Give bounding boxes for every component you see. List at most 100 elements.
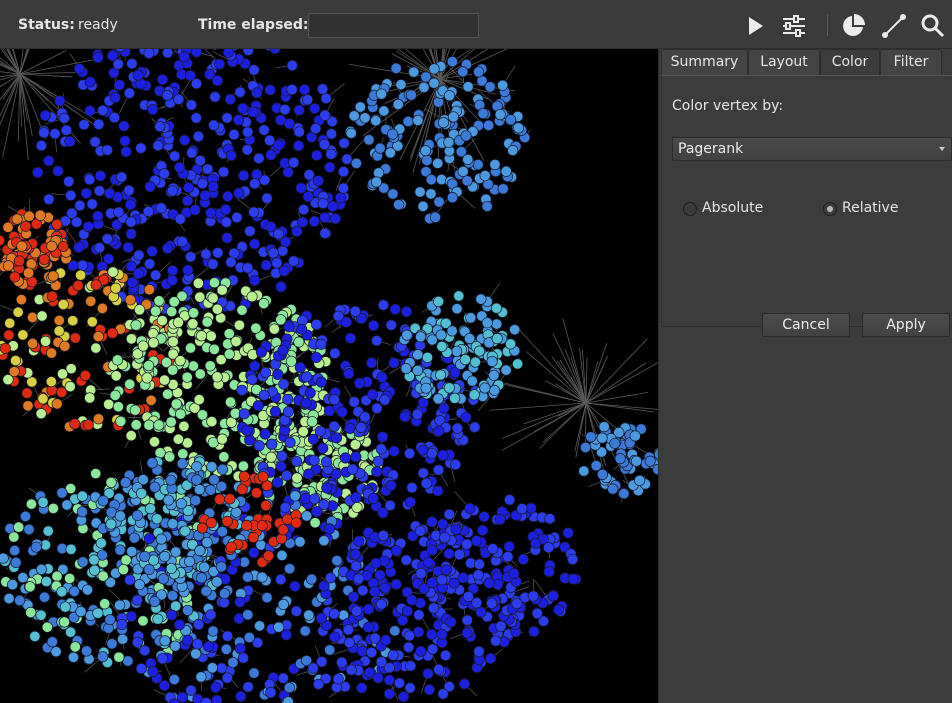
graph-vertex <box>348 396 360 408</box>
graph-vertex <box>194 291 206 303</box>
graph-vertex <box>340 316 352 328</box>
graph-vertex <box>303 609 315 621</box>
graph-vertex <box>213 58 226 70</box>
graph-edge <box>396 50 441 80</box>
play-icon[interactable] <box>741 12 769 40</box>
graph-vertex <box>435 329 447 341</box>
graph-edge <box>19 50 67 75</box>
tab-layout[interactable]: Layout <box>748 49 820 75</box>
graph-vertex <box>125 228 137 240</box>
graph-vertex <box>207 625 219 637</box>
graph-vertex <box>149 596 161 608</box>
graph-vertex <box>210 681 222 693</box>
graph-vertex <box>477 524 489 536</box>
graph-vertex <box>488 369 500 381</box>
tab-filter[interactable]: Filter <box>880 49 942 75</box>
graph-vertex <box>115 171 128 183</box>
graph-vertex <box>263 550 275 562</box>
graph-vertex <box>51 218 63 230</box>
graph-vertex <box>183 182 195 194</box>
network-graph[interactable] <box>0 49 658 703</box>
toolbar-separator <box>827 14 828 36</box>
graph-vertex <box>277 672 289 684</box>
graph-vertex <box>384 499 396 512</box>
graph-canvas[interactable] <box>0 49 658 703</box>
graph-vertex <box>275 314 287 326</box>
pie-chart-icon[interactable] <box>839 12 867 40</box>
graph-vertex <box>201 316 213 328</box>
graph-vertex <box>393 677 406 689</box>
apply-button[interactable]: Apply <box>862 313 950 337</box>
cancel-button[interactable]: Cancel <box>762 313 850 337</box>
radio-absolute-label: Absolute <box>702 200 764 216</box>
graph-vertex <box>2 260 14 272</box>
graph-edge <box>0 60 21 75</box>
graph-vertex <box>486 355 498 367</box>
graph-vertex <box>401 605 413 617</box>
graph-vertex <box>355 313 367 325</box>
graph-vertex <box>211 694 223 703</box>
graph-vertex <box>221 112 233 124</box>
radio-relative[interactable] <box>823 202 837 216</box>
graph-vertex <box>457 66 469 78</box>
edge-line-icon[interactable] <box>880 12 908 40</box>
graph-vertex <box>475 606 487 618</box>
graph-vertex <box>40 575 52 587</box>
graph-vertex <box>205 330 217 342</box>
graph-vertex <box>317 442 329 454</box>
color-vertex-select[interactable]: Pagerank <box>672 137 952 161</box>
graph-vertex <box>109 389 121 401</box>
graph-vertex <box>35 609 47 621</box>
graph-vertex <box>235 690 247 702</box>
graph-vertex <box>307 433 319 445</box>
graph-edge <box>19 49 24 75</box>
graph-vertex <box>157 573 169 585</box>
graph-vertex <box>65 363 77 375</box>
graph-vertex <box>318 535 330 547</box>
graph-vertex <box>295 182 307 194</box>
graph-vertex <box>425 188 437 200</box>
settings-sliders-icon[interactable] <box>780 12 808 40</box>
graph-vertex <box>125 333 137 345</box>
graph-vertex <box>205 207 217 219</box>
graph-vertex <box>461 175 473 187</box>
graph-vertex <box>195 330 207 342</box>
graph-vertex <box>204 360 216 372</box>
graph-vertex <box>349 548 361 560</box>
graph-vertex <box>76 506 88 518</box>
tab-color[interactable]: Color <box>820 49 880 77</box>
graph-vertex <box>119 135 131 147</box>
graph-edge <box>19 49 28 75</box>
graph-vertex <box>461 614 473 626</box>
graph-vertex <box>598 421 610 433</box>
graph-vertex <box>228 129 240 141</box>
graph-vertex <box>325 128 337 140</box>
graph-edge <box>0 64 21 75</box>
graph-vertex <box>629 430 641 442</box>
graph-vertex <box>132 267 144 280</box>
graph-vertex <box>310 123 322 135</box>
graph-vertex <box>77 556 89 568</box>
graph-vertex <box>179 525 191 537</box>
graph-vertex <box>359 112 371 124</box>
graph-vertex <box>436 628 448 640</box>
graph-vertex <box>209 91 221 103</box>
graph-vertex <box>460 411 472 423</box>
graph-vertex <box>234 596 246 608</box>
graph-vertex <box>388 445 400 457</box>
radio-absolute[interactable] <box>683 202 697 216</box>
graph-vertex <box>464 332 476 345</box>
tab-summary[interactable]: Summary <box>661 49 748 75</box>
graph-vertex <box>206 461 218 473</box>
graph-vertex <box>473 345 486 357</box>
graph-edge <box>0 73 21 101</box>
graph-vertex <box>328 394 340 406</box>
graph-vertex <box>422 556 434 568</box>
graph-vertex <box>3 329 15 341</box>
graph-vertex <box>112 401 124 413</box>
search-icon[interactable] <box>919 12 947 40</box>
graph-vertex <box>283 321 295 333</box>
graph-vertex <box>153 295 165 307</box>
graph-vertex <box>23 210 35 222</box>
graph-vertex <box>168 698 180 703</box>
